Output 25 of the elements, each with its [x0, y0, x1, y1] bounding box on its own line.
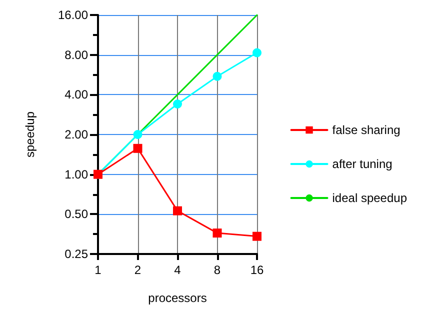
- point: [212, 72, 222, 81]
- x-tick-label: 1: [94, 263, 102, 277]
- y-tick-label: 0.25: [64, 247, 88, 261]
- y-tick-label: 8.00: [64, 48, 88, 62]
- x-tick-label: 4: [174, 263, 182, 277]
- y-tick-label: 2.00: [64, 128, 88, 142]
- x-tick-label: 8: [214, 263, 221, 277]
- legend-label: after tuning: [332, 157, 392, 171]
- y-tick-label: 0.50: [64, 207, 88, 222]
- point: [173, 100, 182, 109]
- x-tick-label: 2: [134, 263, 142, 277]
- y-tick-label: 16.00: [58, 8, 88, 22]
- legend-label: ideal speedup: [332, 191, 408, 205]
- x-tick-label: 16: [250, 263, 264, 277]
- point: [133, 144, 142, 153]
- point: [212, 228, 222, 238]
- y-tick-label: 1.00: [64, 167, 88, 182]
- point: [252, 232, 262, 241]
- legend-label: false sharing: [332, 123, 400, 137]
- point: [133, 130, 142, 139]
- point: [252, 48, 262, 58]
- x-axis-title: processors: [148, 291, 207, 305]
- point: [173, 206, 182, 216]
- y-axis-title: speedup: [23, 111, 37, 158]
- y-tick-label: 4.00: [64, 88, 88, 102]
